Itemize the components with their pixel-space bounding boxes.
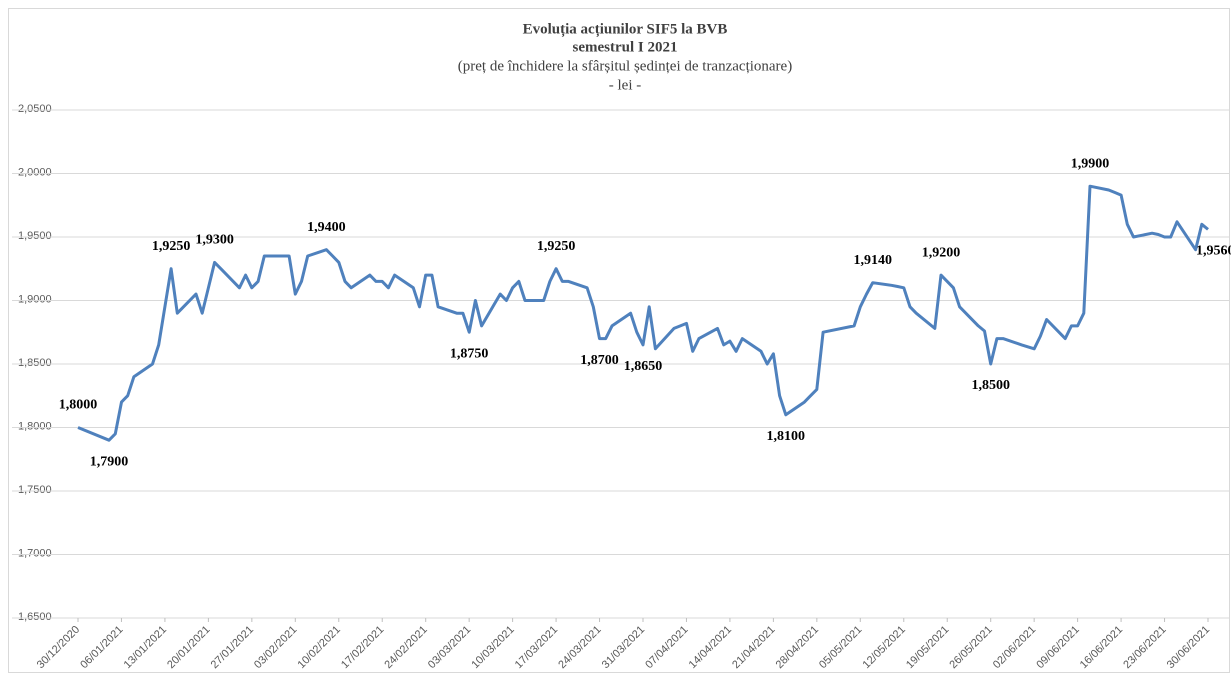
x-tick-label: 19/05/2021 [904, 624, 951, 671]
y-tick-label: 1,9000 [18, 293, 52, 305]
data-label: 1,9250 [152, 239, 191, 254]
x-tick-label: 20/01/2021 [165, 624, 212, 671]
x-tick-label: 21/04/2021 [730, 624, 777, 671]
data-label: 1,8750 [450, 346, 489, 361]
x-tick-label: 17/02/2021 [339, 624, 386, 671]
x-tick-label: 07/04/2021 [643, 624, 690, 671]
x-tick-label: 10/02/2021 [296, 624, 343, 671]
chart-title: Evoluția acțiunilor SIF5 la BVB [523, 21, 728, 37]
data-label: 1,9400 [307, 220, 346, 235]
data-label: 1,8700 [580, 353, 619, 368]
series-line [77, 184, 1209, 442]
chart-border [8, 8, 1230, 673]
x-tick-label: 30/12/2020 [35, 624, 82, 671]
data-label: 1,8000 [59, 398, 98, 413]
data-label: 1,9300 [195, 233, 234, 248]
data-label: 1,9140 [853, 253, 892, 268]
data-label: 1,8500 [971, 378, 1010, 393]
data-label: 1,7900 [90, 454, 129, 469]
data-label: 1,9200 [922, 245, 961, 260]
x-tick-label: 03/03/2021 [426, 624, 473, 671]
data-label: 1,9900 [1071, 156, 1110, 171]
x-tick-label: 09/06/2021 [1034, 624, 1081, 671]
x-tick-label: 05/05/2021 [817, 624, 864, 671]
y-tick-label: 1,8500 [18, 357, 52, 369]
x-tick-label: 17/03/2021 [513, 624, 560, 671]
y-tick-label: 1,7500 [18, 484, 52, 496]
data-label: 1,8100 [767, 429, 806, 444]
y-tick-label: 1,8000 [18, 420, 52, 432]
annotation: - lei - [609, 77, 641, 93]
chart-subtitle: semestrul I 2021 [573, 39, 678, 55]
x-tick-label: 26/05/2021 [947, 624, 994, 671]
x-tick-label: 27/01/2021 [209, 624, 256, 671]
y-tick-label: 1,9500 [18, 230, 52, 242]
x-tick-label: 31/03/2021 [600, 624, 647, 671]
x-tick-label: 13/01/2021 [122, 624, 169, 671]
x-tick-label: 10/03/2021 [469, 624, 516, 671]
x-tick-label: 24/02/2021 [382, 624, 429, 671]
x-tick-label: 23/06/2021 [1121, 624, 1168, 671]
x-tick-label: 28/04/2021 [774, 624, 821, 671]
data-label: 1,8650 [624, 359, 663, 374]
x-tick-label: 02/06/2021 [991, 624, 1038, 671]
x-tick-label: 03/02/2021 [252, 624, 299, 671]
x-tick-label: 16/06/2021 [1078, 624, 1125, 671]
y-tick-label: 1,6500 [18, 611, 52, 623]
y-tick-label: 2,0000 [18, 166, 52, 178]
x-tick-label: 24/03/2021 [556, 624, 603, 671]
data-label: 1,9250 [537, 239, 576, 254]
x-tick-label: 06/01/2021 [78, 624, 125, 671]
x-tick-label: 12/05/2021 [861, 624, 908, 671]
x-tick-label: 14/04/2021 [687, 624, 734, 671]
x-tick-label: 30/06/2021 [1165, 624, 1212, 671]
annotation: (preț de închidere la sfârșitul ședinței… [458, 58, 792, 74]
data-label: 1,9560 [1196, 244, 1231, 259]
y-tick-label: 1,7000 [18, 547, 52, 559]
y-tick-label: 2,0500 [18, 103, 52, 115]
